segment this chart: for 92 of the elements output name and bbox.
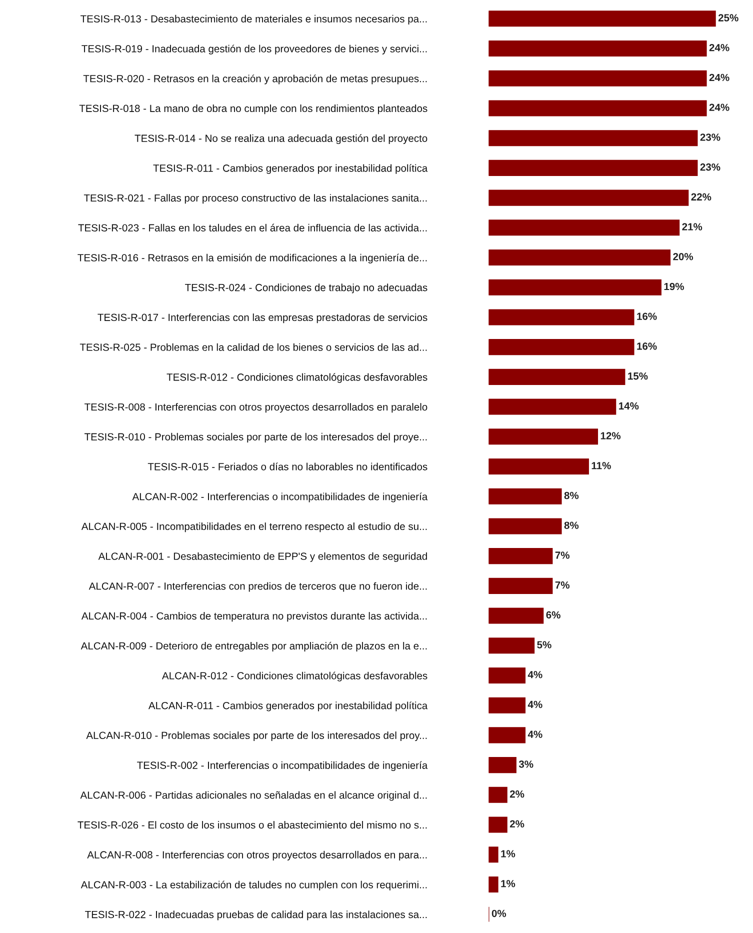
bar [488,339,634,356]
data-label: 23% [700,163,720,171]
y-tick-label: TESIS-R-022 - Inadecuadas pruebas de calidad para las instalaciones sa... [85,910,427,920]
bar [488,10,716,27]
bar [488,786,508,803]
bar [488,279,662,296]
bar [488,130,698,146]
data-label: 1% [501,880,516,888]
y-tick-label: ALCAN-R-002 - Interferencias o incompatibilidades de ingeniería [132,492,428,502]
y-tick-label: TESIS-R-026 - El costo de los insumos o el abastecimiento del mismo no s... [78,821,427,829]
y-tick-label: ALCAN-R-009 - Deterioro de entregables por ampliación de plazos en la e... [80,642,427,652]
data-label: 8% [564,492,579,500]
bar [488,309,634,326]
data-label: 6% [546,611,560,619]
bar [488,40,707,57]
y-tick-label: ALCAN-R-010 - Problemas sociales por parte de los interesados del proy... [86,731,427,742]
y-tick-label: ALCAN-R-006 - Partidas adicionales no señaladas en el alcance original d... [80,791,427,801]
data-label: 2% [510,820,524,828]
data-label: 4% [528,730,542,738]
y-tick-label: TESIS-R-002 - Interferencias o incompatibilidades de ingeniería [137,761,428,771]
y-tick-label: TESIS-R-011 - Cambios generados por inestabilidad política [153,164,428,174]
bar [488,876,498,893]
data-label: 20% [673,252,694,260]
y-tick-label: ALCAN-R-001 - Desabastecimiento de EPP'S y elementos de seguridad [98,552,427,562]
data-label: 16% [637,312,657,320]
y-tick-label: TESIS-R-025 - Problemas en la calidad de los bienes o servicios de las ad... [80,343,427,351]
data-label: 25% [718,14,738,22]
bar [488,488,562,504]
bar [488,757,516,774]
y-tick-label: TESIS-R-010 - Problemas sociales por parte de los interesados del proye... [84,432,427,442]
y-tick-label: ALCAN-R-012 - Condiciones climatológicas desfavorables [162,672,428,682]
data-label: 22% [691,193,712,201]
data-label: 16% [637,342,657,350]
bar [488,458,589,475]
data-label: 7% [555,581,570,589]
bar [488,100,707,116]
data-label: 24% [709,104,730,111]
y-tick-label: TESIS-R-008 - Interferencias con otros proyectos desarrollados en paralelo [84,403,428,413]
bar [488,816,508,833]
data-label: 1% [501,850,516,858]
data-label: 24% [709,44,730,52]
bar [488,518,562,534]
y-tick-label: TESIS-R-015 - Feriados o días no laborables no identificados [148,462,428,470]
y-tick-label: TESIS-R-016 - Retrasos en la emisión de modificaciones a la ingeniería de... [78,254,427,264]
data-label: 2% [510,790,524,798]
bar [488,667,526,684]
data-label: 11% [592,462,611,470]
y-tick-label: TESIS-R-018 - La mano de obra no cumple con los rendimientos planteados [79,104,428,114]
y-tick-label: TESIS-R-023 - Fallas en los taludes en el área de influencia de las activida... [78,224,427,232]
data-label: 8% [564,522,579,529]
bar [488,548,553,564]
bar [488,846,498,863]
y-tick-label: TESIS-R-012 - Condiciones climatológicas desfavorables [166,373,428,383]
bar [488,578,553,594]
data-label: 7% [555,552,570,559]
y-tick-label: TESIS-R-014 - No se realiza una adecuada gestión del proyecto [134,134,428,144]
data-label: 21% [682,223,702,230]
bar [488,220,680,236]
data-label: 3% [518,760,534,768]
data-label: 4% [528,671,542,678]
y-tick-label: TESIS-R-013 - Desabastecimiento de materiales e insumos necesarios pa... [80,14,427,25]
y-tick-label: ALCAN-R-007 - Interferencias con predios de terceros que no fueron ide... [88,582,427,592]
data-label: 24% [709,74,730,82]
y-tick-label: TESIS-R-017 - Interferencias con las empresas prestadoras de servicios [98,313,428,324]
y-tick-label: TESIS-R-019 - Inadecuada gestión de los proveedores de bienes y servici... [82,44,427,54]
bar [488,368,626,385]
data-label: 0% [492,910,506,918]
bar [488,697,526,714]
bar [488,190,689,206]
data-label: 15% [628,372,648,380]
y-tick-label: ALCAN-R-003 - La estabilización de taludes no cumplen con los requerimi... [80,880,427,890]
bar [488,428,598,445]
y-tick-label: ALCAN-R-011 - Cambios generados por inestabilidad política [148,702,428,712]
bar [488,70,707,86]
data-label: 23% [700,134,720,141]
bar [488,160,698,176]
y-tick-label: TESIS-R-024 - Condiciones de trabajo no adecuadas [185,284,428,294]
bar [488,249,671,266]
data-label: 12% [600,432,621,440]
bar [488,398,616,415]
y-tick-label: ALCAN-R-004 - Cambios de temperatura no previstos durante las activida... [81,612,427,622]
data-label: 5% [537,641,552,648]
data-label: 19% [664,282,684,290]
y-tick-label: ALCAN-R-005 - Incompatibilidades en el terreno respecto al estudio de su... [81,522,427,532]
data-label: 4% [528,700,542,708]
bar [488,608,544,624]
data-label: 14% [619,402,639,410]
bar [488,727,526,744]
y-tick-label: TESIS-R-020 - Retrasos en la creación y aprobación de metas presupues... [83,74,427,84]
y-tick-label: TESIS-R-021 - Fallas por proceso constructivo de las instalaciones sanita... [84,194,427,204]
y-tick-label: ALCAN-R-008 - Interferencias con otros proyectos desarrollados en para... [87,850,427,860]
bar [488,638,535,654]
